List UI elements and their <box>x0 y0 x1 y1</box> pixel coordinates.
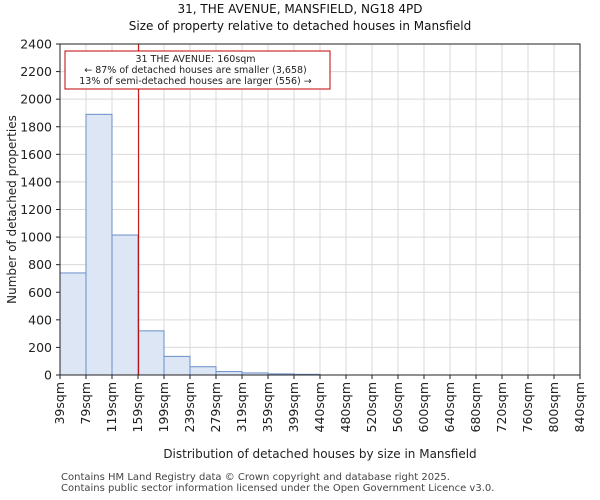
annotation-box <box>64 50 331 90</box>
x-tick-label: 79sqm <box>78 382 93 425</box>
x-tick-label: 800sqm <box>546 382 561 432</box>
property-annotation: 31 THE AVENUE: 160sqm ← 87% of detached … <box>64 50 331 90</box>
y-axis-label: Number of detached properties <box>5 115 19 304</box>
histogram-chart: 0 200 400 600 800 1000 1200 1400 1600 1800 2000 220… <box>5 37 587 462</box>
x-tick-label: 159sqm <box>130 382 145 432</box>
y-tick-label: 2200 <box>20 64 52 79</box>
histogram-bar <box>163 355 191 376</box>
x-tick-label: 279sqm <box>208 382 223 432</box>
histogram-bar <box>111 234 139 376</box>
footer-copyright: Contains HM Land Registry data © Crown c… <box>61 472 450 483</box>
y-tick-label: 1600 <box>20 147 52 162</box>
x-tick-label: 840sqm <box>572 382 587 432</box>
y-tick-label: 0 <box>44 368 52 383</box>
histogram-bar <box>59 272 87 376</box>
y-tick-label: 400 <box>28 312 52 327</box>
x-tick-label: 720sqm <box>494 382 509 432</box>
histogram-bar <box>137 330 165 376</box>
chart-title-description: Size of property relative to detached ho… <box>128 19 472 33</box>
chart-title-address: 31, THE AVENUE, MANSFIELD, NG18 4PD <box>177 2 423 16</box>
footer-licence: Contains public sector information licen… <box>61 483 495 494</box>
histogram-bar <box>189 366 217 376</box>
x-tick-label: 399sqm <box>286 382 301 432</box>
y-tick-label: 800 <box>28 257 52 272</box>
y-tick-label: 1000 <box>20 230 52 245</box>
y-tick-label: 1200 <box>20 202 52 217</box>
x-tick-label: 600sqm <box>416 382 431 432</box>
x-tick-label: 239sqm <box>182 382 197 432</box>
x-tick-label: 39sqm <box>52 382 67 425</box>
x-tick-label: 760sqm <box>520 382 535 432</box>
y-tick-label: 2000 <box>20 92 52 107</box>
x-tick-label: 119sqm <box>104 382 119 432</box>
grid-lines <box>59 43 581 376</box>
x-tick-label: 480sqm <box>338 382 353 432</box>
y-tick-label: 1400 <box>20 174 52 189</box>
x-tick-label: 199sqm <box>156 382 171 432</box>
annotation-line-1: 31 THE AVENUE: 160sqm <box>135 54 255 65</box>
y-tick-label: 1800 <box>20 119 52 134</box>
y-tick-label: 600 <box>28 285 52 300</box>
x-tick-label: 440sqm <box>312 382 327 432</box>
y-tick-label: 200 <box>28 340 52 355</box>
annotation-line-2: ← 87% of detached houses are smaller (3,… <box>84 65 307 76</box>
histogram-bar <box>85 113 113 376</box>
x-axis-ticks: 39sqm 79sqm 119sqm 159sqm 199sqm 239sqm 279sqm… <box>52 375 587 432</box>
y-tick-label: 2400 <box>20 37 52 52</box>
histogram-bar <box>215 371 243 376</box>
bars <box>59 113 321 376</box>
x-tick-label: 520sqm <box>364 382 379 432</box>
y-axis-ticks: 0 200 400 600 800 1000 1200 1400 1600 1800 2000 220… <box>20 37 60 383</box>
annotation-line-3: 13% of semi-detached houses are larger (… <box>79 76 312 87</box>
x-axis-label: Distribution of detached houses by size … <box>163 447 476 461</box>
x-tick-label: 640sqm <box>442 382 457 432</box>
x-tick-label: 319sqm <box>234 382 249 432</box>
x-tick-label: 560sqm <box>390 382 405 432</box>
x-tick-label: 359sqm <box>260 382 275 432</box>
x-tick-label: 680sqm <box>468 382 483 432</box>
